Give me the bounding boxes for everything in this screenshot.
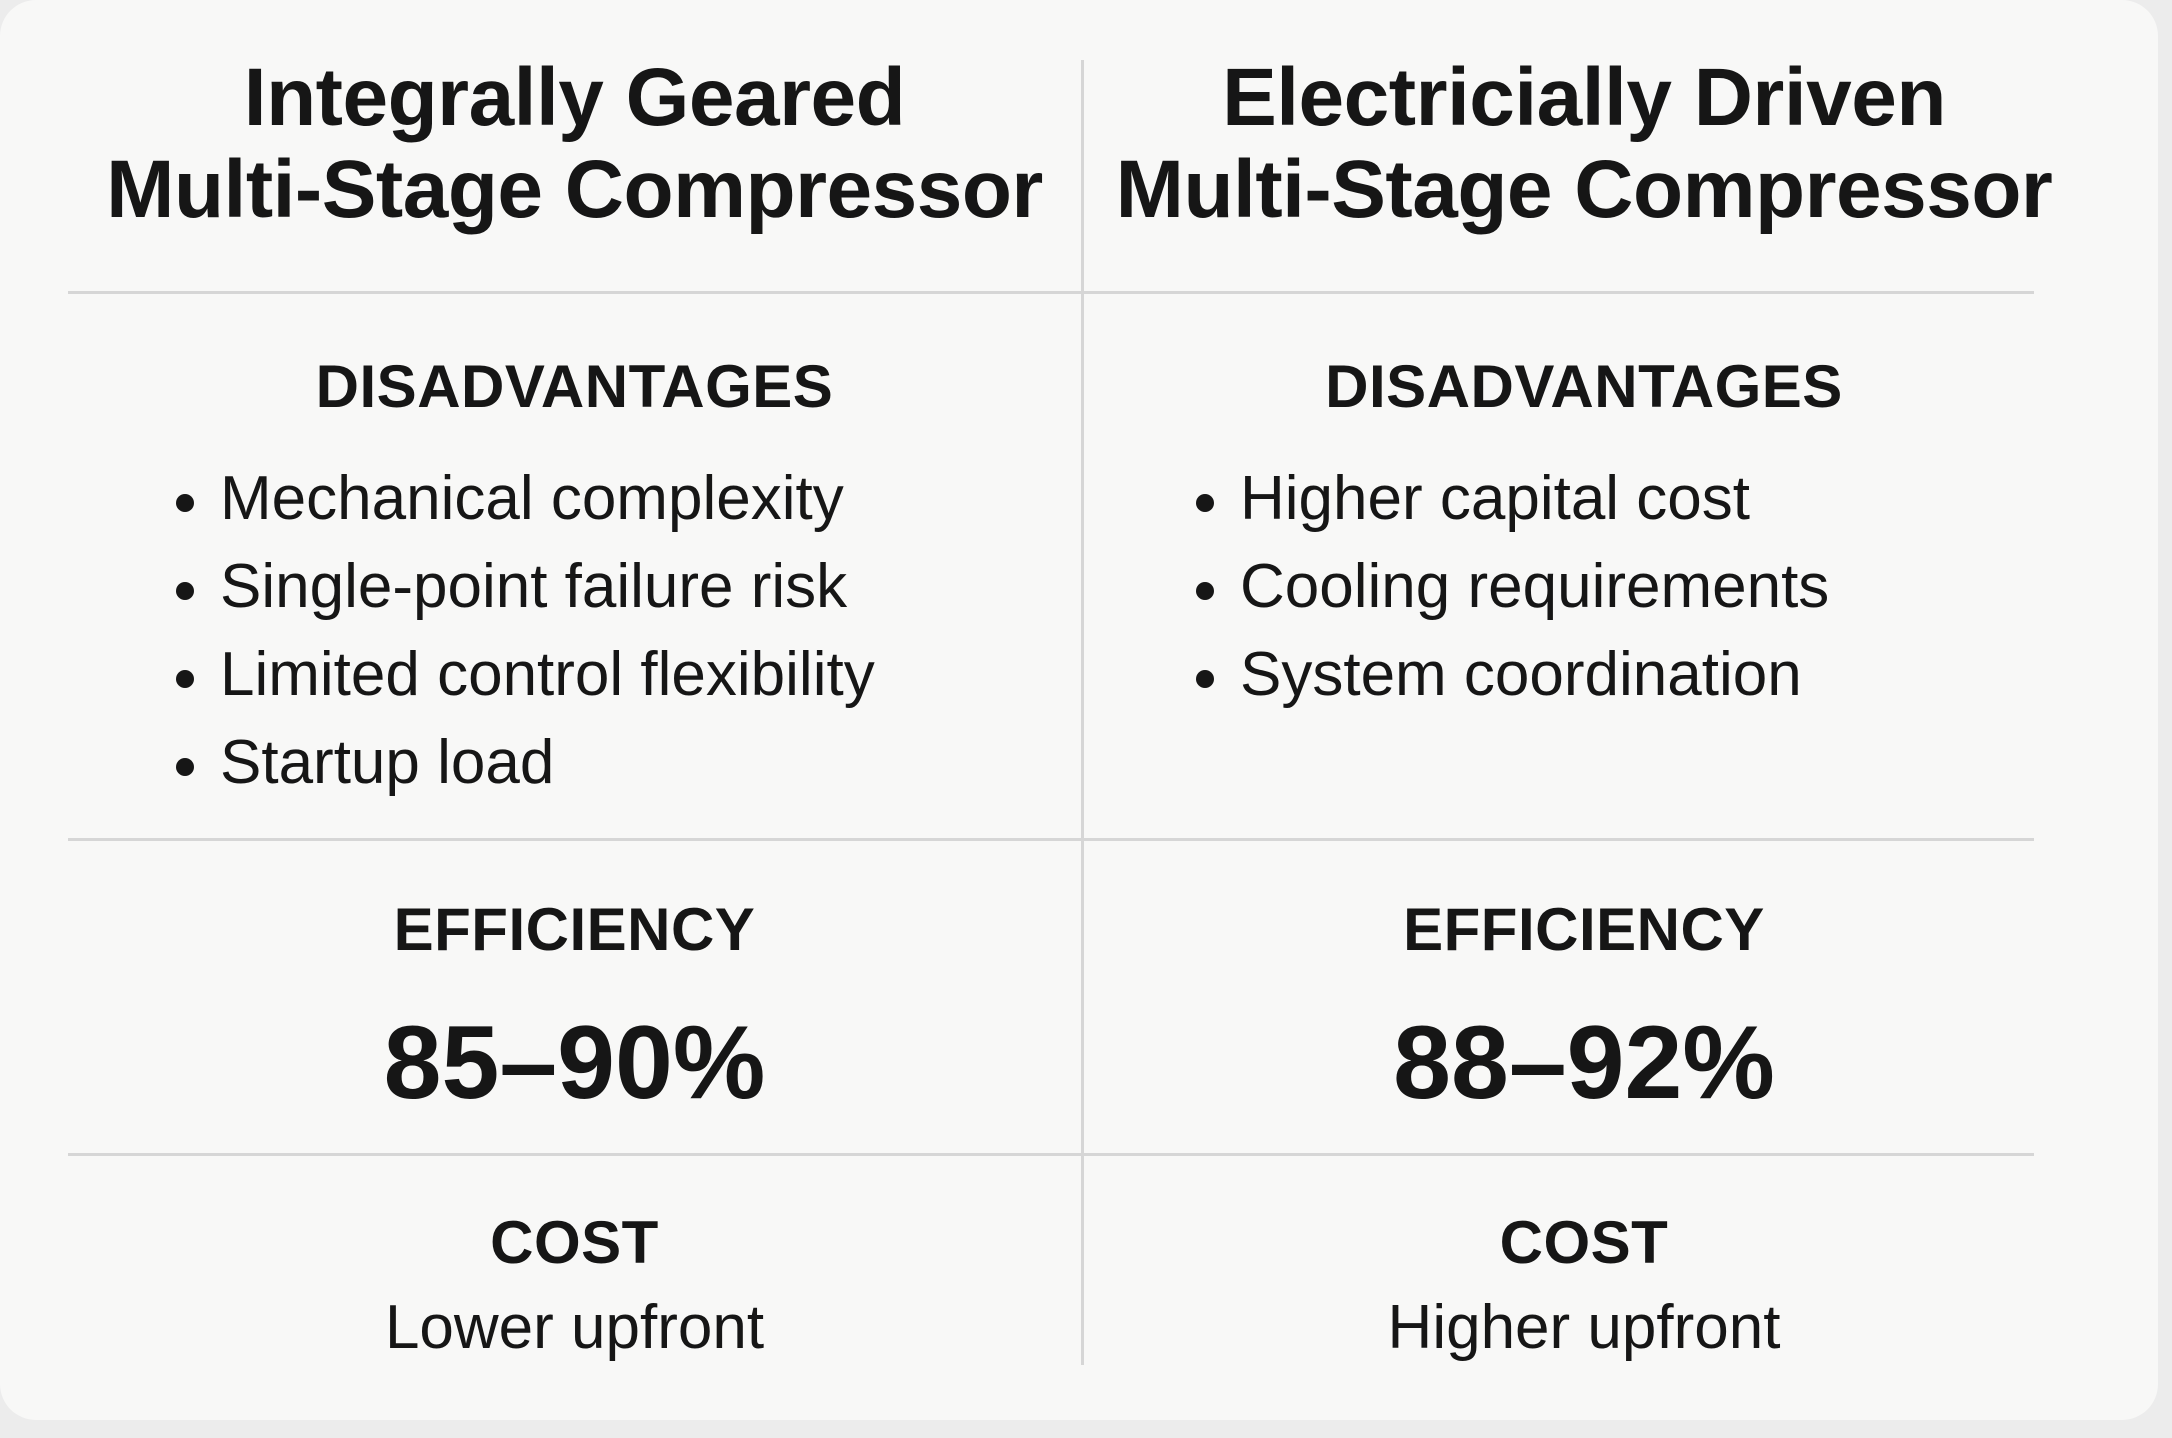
right-title: Electricially Driven Multi-Stage Compres… bbox=[1084, 52, 2084, 236]
row-divider-title bbox=[68, 291, 2034, 294]
right-column: Electricially Driven Multi-Stage Compres… bbox=[1084, 0, 2084, 1420]
row-divider-efficiency bbox=[68, 1153, 2034, 1156]
list-item: System coordination bbox=[1188, 631, 1829, 719]
left-disadvantages-list: Mechanical complexity Single-point failu… bbox=[168, 455, 875, 807]
left-column: Integrally Geared Multi-Stage Compressor… bbox=[68, 0, 1081, 1420]
list-item: Limited control flexibility bbox=[168, 631, 875, 719]
left-title-line1: Integrally Geared bbox=[243, 52, 906, 143]
right-cost-value: Higher upfront bbox=[1387, 1293, 1781, 1362]
right-title-line1: Electricially Driven bbox=[1222, 52, 1946, 143]
right-title-line2: Multi-Stage Compressor bbox=[1115, 144, 2053, 235]
list-item: Single-point failure risk bbox=[168, 543, 875, 631]
list-item: Startup load bbox=[168, 719, 875, 807]
right-efficiency-value: 88–92% bbox=[1393, 1005, 1775, 1121]
left-title-line2: Multi-Stage Compressor bbox=[106, 144, 1043, 235]
list-item: Mechanical complexity bbox=[168, 455, 875, 543]
list-item: Higher capital cost bbox=[1188, 455, 1829, 543]
right-disadvantages-list: Higher capital cost Cooling requirements… bbox=[1188, 455, 1829, 719]
left-title: Integrally Geared Multi-Stage Compressor bbox=[68, 52, 1081, 236]
left-efficiency-value: 85–90% bbox=[383, 1005, 766, 1121]
row-divider-disadvantages bbox=[68, 838, 2034, 841]
right-cost-heading: COST bbox=[1499, 1209, 1669, 1276]
right-efficiency-heading: EFFICIENCY bbox=[1403, 896, 1765, 963]
right-disadvantages-heading: DISADVANTAGES bbox=[1325, 353, 1843, 420]
left-cost-value: Lower upfront bbox=[384, 1293, 765, 1362]
left-efficiency-heading: EFFICIENCY bbox=[393, 896, 756, 963]
column-divider bbox=[1081, 60, 1084, 1365]
left-cost-heading: COST bbox=[490, 1209, 659, 1276]
left-disadvantages-heading: DISADVANTAGES bbox=[315, 353, 834, 420]
list-item: Cooling requirements bbox=[1188, 543, 1829, 631]
